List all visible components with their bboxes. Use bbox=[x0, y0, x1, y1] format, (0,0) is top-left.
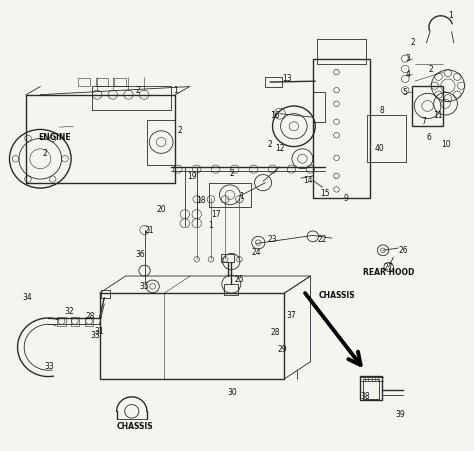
Text: 4: 4 bbox=[405, 70, 410, 79]
Text: 11: 11 bbox=[434, 110, 443, 120]
Text: 6: 6 bbox=[427, 133, 431, 142]
Bar bbox=[363, 379, 379, 399]
Text: 26: 26 bbox=[398, 246, 408, 255]
Text: 7: 7 bbox=[422, 117, 427, 126]
Text: 14: 14 bbox=[303, 176, 313, 185]
Text: 28: 28 bbox=[270, 328, 280, 337]
Text: 2: 2 bbox=[178, 126, 182, 135]
Text: CHASSIS: CHASSIS bbox=[318, 291, 355, 300]
Text: 13: 13 bbox=[282, 74, 292, 83]
Text: 40: 40 bbox=[374, 144, 384, 153]
Text: 31: 31 bbox=[95, 327, 104, 336]
Bar bbox=[78, 78, 90, 86]
Bar bbox=[360, 376, 382, 400]
Text: 30: 30 bbox=[228, 388, 237, 397]
Text: 37: 37 bbox=[287, 311, 296, 320]
Text: 33: 33 bbox=[90, 331, 100, 341]
Bar bbox=[265, 77, 282, 87]
Text: 22: 22 bbox=[318, 235, 327, 244]
Text: 2: 2 bbox=[135, 86, 140, 95]
Text: 12: 12 bbox=[275, 144, 284, 153]
Text: 25: 25 bbox=[235, 275, 244, 284]
Text: 19: 19 bbox=[187, 172, 197, 181]
Text: 23: 23 bbox=[268, 235, 277, 244]
Text: 1: 1 bbox=[173, 86, 178, 95]
Text: 21: 21 bbox=[145, 226, 154, 235]
Text: 8: 8 bbox=[379, 106, 384, 115]
Text: 5: 5 bbox=[403, 88, 408, 97]
Text: 2: 2 bbox=[410, 38, 415, 47]
Text: 38: 38 bbox=[360, 392, 370, 401]
Text: CHASSIS: CHASSIS bbox=[117, 422, 154, 431]
Text: 17: 17 bbox=[211, 210, 220, 219]
Text: 10: 10 bbox=[441, 140, 450, 149]
Text: ENGINE: ENGINE bbox=[38, 133, 71, 142]
Bar bbox=[367, 115, 406, 162]
Bar bbox=[313, 92, 325, 122]
Text: 3: 3 bbox=[405, 54, 410, 63]
Text: 32: 32 bbox=[64, 307, 73, 316]
Bar bbox=[317, 39, 366, 64]
Text: 15: 15 bbox=[320, 189, 329, 198]
Text: 27: 27 bbox=[384, 263, 393, 272]
Text: 2: 2 bbox=[230, 169, 235, 178]
Text: 29: 29 bbox=[277, 345, 287, 354]
Text: 16: 16 bbox=[270, 110, 280, 120]
Text: 1: 1 bbox=[239, 192, 244, 201]
Text: 24: 24 bbox=[251, 248, 261, 257]
Bar bbox=[96, 78, 108, 86]
Text: 2: 2 bbox=[43, 149, 47, 158]
Text: 28: 28 bbox=[85, 312, 95, 321]
Text: 35: 35 bbox=[140, 282, 149, 291]
Text: 39: 39 bbox=[396, 410, 405, 419]
Bar bbox=[224, 284, 238, 295]
Bar bbox=[85, 317, 93, 326]
Text: 1: 1 bbox=[448, 11, 453, 20]
Bar bbox=[71, 317, 79, 326]
Text: 18: 18 bbox=[197, 196, 206, 205]
Text: 1: 1 bbox=[209, 221, 213, 230]
Bar bbox=[147, 120, 175, 165]
Bar bbox=[412, 86, 443, 126]
Text: 33: 33 bbox=[45, 362, 55, 371]
Text: 34: 34 bbox=[22, 293, 32, 302]
Text: 2: 2 bbox=[429, 65, 434, 74]
Bar bbox=[209, 183, 251, 207]
Text: 20: 20 bbox=[156, 205, 166, 214]
Bar bbox=[221, 254, 234, 262]
Bar bbox=[114, 78, 126, 86]
Bar bbox=[101, 290, 110, 298]
Bar bbox=[57, 317, 66, 326]
Text: 9: 9 bbox=[344, 194, 348, 203]
Text: 36: 36 bbox=[135, 250, 145, 259]
Text: 2: 2 bbox=[268, 140, 273, 149]
Bar bbox=[313, 59, 370, 198]
Text: REAR HOOD: REAR HOOD bbox=[363, 268, 414, 277]
